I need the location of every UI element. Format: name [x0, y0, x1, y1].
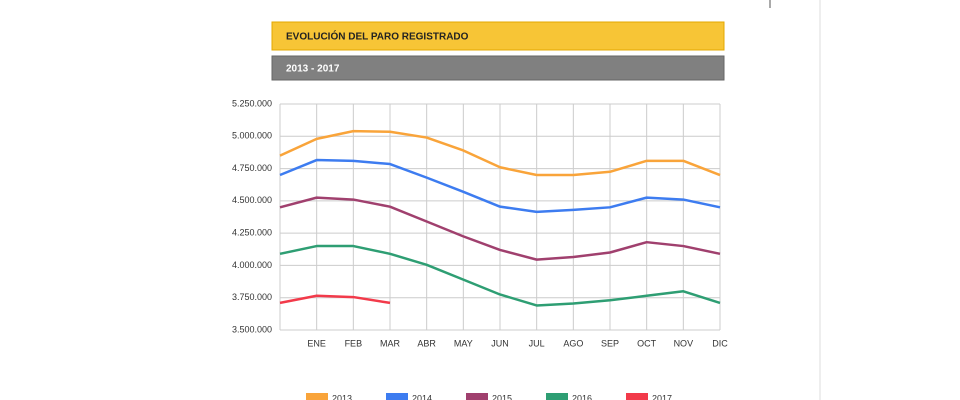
series-line: [279, 244, 721, 307]
series-line: [279, 196, 721, 261]
x-tick-label: AGO: [563, 338, 583, 348]
x-tick-label: DIC: [712, 338, 728, 348]
x-tick-label: ABR: [417, 338, 436, 348]
series-line: [279, 294, 391, 305]
chart-subtitle: 2013 - 2017: [286, 64, 340, 75]
y-tick-label: 5.250.000: [232, 98, 272, 108]
legend-swatch: [306, 393, 328, 400]
y-tick-label: 4.500.000: [232, 195, 272, 205]
x-tick-label: JUN: [491, 338, 509, 348]
y-tick-label: 3.500.000: [232, 324, 272, 334]
x-tick-label: MAR: [380, 338, 401, 348]
series-line: [279, 129, 721, 177]
legend-label: 2016: [572, 393, 592, 400]
title-bar: [271, 21, 725, 51]
y-tick-label: 5.000.000: [232, 131, 272, 141]
x-tick-label: NOV: [674, 338, 694, 348]
legend-swatch: [626, 393, 648, 400]
subtitle-bar: [271, 55, 725, 81]
legend-swatch: [466, 393, 488, 400]
y-tick-label: 4.250.000: [232, 228, 272, 238]
y-tick-label: 4.750.000: [232, 163, 272, 173]
legend-label: 2013: [332, 393, 352, 400]
x-tick-label: MAY: [454, 338, 473, 348]
legend-swatch: [546, 393, 568, 400]
legend-label: 2014: [412, 393, 432, 400]
legend-label: 2017: [652, 393, 672, 400]
legend-swatch: [386, 393, 408, 400]
x-tick-label: SEP: [601, 338, 619, 348]
series-line: [279, 158, 721, 214]
legend-label: 2015: [492, 393, 512, 400]
x-tick-label: JUL: [529, 338, 545, 348]
y-tick-label: 3.750.000: [232, 292, 272, 302]
x-tick-label: FEB: [345, 338, 363, 348]
x-tick-label: OCT: [637, 338, 657, 348]
x-tick-label: ENE: [307, 338, 326, 348]
y-tick-label: 4.000.000: [232, 260, 272, 270]
chart-title: EVOLUCIÓN DEL PARO REGISTRADO: [286, 30, 469, 43]
